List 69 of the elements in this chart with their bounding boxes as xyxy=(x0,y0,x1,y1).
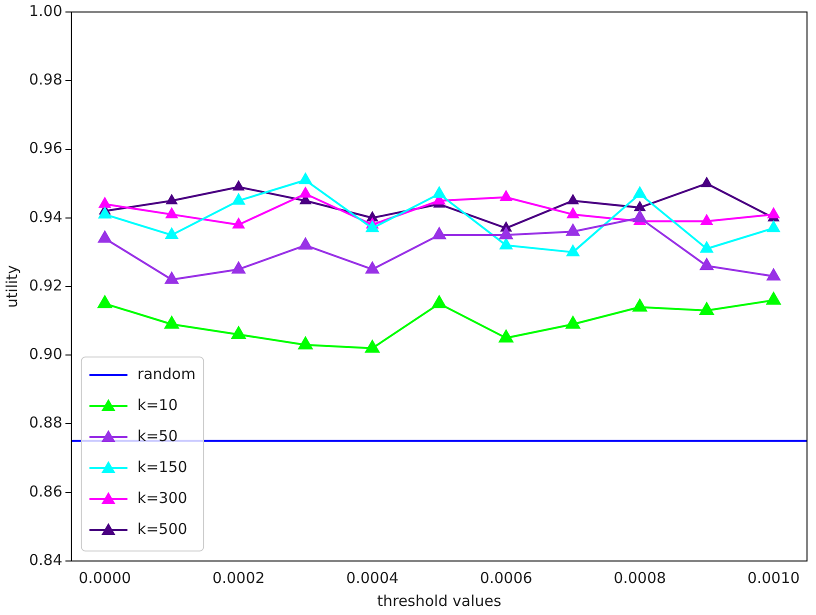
y-tick-label: 0.94 xyxy=(28,208,62,226)
point xyxy=(432,186,446,198)
point xyxy=(97,295,112,308)
point xyxy=(166,207,178,218)
point xyxy=(164,272,179,284)
point xyxy=(365,261,380,274)
point xyxy=(566,224,580,236)
point xyxy=(567,194,579,204)
point xyxy=(633,186,646,198)
point xyxy=(364,340,380,353)
legend-label: k=10 xyxy=(137,396,178,414)
point xyxy=(231,326,246,340)
y-tick-label: 0.86 xyxy=(28,482,62,500)
legend-label: k=50 xyxy=(137,426,178,445)
y-tick-label: 1.00 xyxy=(28,2,62,20)
point xyxy=(432,295,447,308)
y-tick-label: 0.92 xyxy=(28,276,62,294)
point xyxy=(632,210,647,222)
y-tick-label: 0.90 xyxy=(28,345,62,364)
point xyxy=(299,186,312,198)
point xyxy=(298,172,312,184)
point xyxy=(499,227,514,240)
point xyxy=(232,261,246,274)
point xyxy=(232,218,245,228)
point xyxy=(500,238,513,250)
point xyxy=(298,237,312,250)
x-tick-label: 0.0000 xyxy=(78,568,132,587)
point xyxy=(632,298,648,312)
point xyxy=(700,177,712,188)
point xyxy=(767,220,780,232)
point xyxy=(166,194,178,204)
legend-label: k=150 xyxy=(137,458,188,476)
point xyxy=(165,228,178,240)
y-tick-label: 0.96 xyxy=(28,139,62,158)
point xyxy=(298,336,313,350)
x-tick-label: 0.0002 xyxy=(212,568,265,587)
point xyxy=(498,329,514,342)
point xyxy=(98,206,112,218)
x-tick-label: 0.0008 xyxy=(614,568,666,587)
point xyxy=(366,220,379,232)
point xyxy=(767,207,780,218)
point xyxy=(700,214,713,226)
y-tick-label: 0.98 xyxy=(28,70,62,89)
x-tick-label: 0.0006 xyxy=(480,568,532,587)
point xyxy=(432,227,446,240)
point xyxy=(566,207,580,218)
x-tick-label: 0.0010 xyxy=(747,568,800,587)
point xyxy=(98,230,112,243)
point xyxy=(566,316,580,329)
x-tick-label: 0.0004 xyxy=(346,568,399,587)
point xyxy=(766,292,781,305)
point xyxy=(232,180,244,190)
point xyxy=(700,241,714,253)
point xyxy=(566,244,580,256)
point xyxy=(232,193,246,205)
point xyxy=(634,201,646,212)
y-tick-label: 0.88 xyxy=(28,414,62,432)
x-axis-title: threshold values xyxy=(377,592,502,610)
point xyxy=(98,197,111,208)
point xyxy=(766,268,781,280)
legend-label: random xyxy=(137,364,196,383)
point xyxy=(699,302,714,316)
legend-label: k=500 xyxy=(137,520,188,538)
point xyxy=(164,316,180,329)
point xyxy=(500,190,512,202)
y-tick-label: 0.84 xyxy=(28,550,62,569)
legend-label: k=300 xyxy=(137,488,188,507)
y-axis-title: utility xyxy=(2,265,21,308)
point xyxy=(700,258,714,270)
